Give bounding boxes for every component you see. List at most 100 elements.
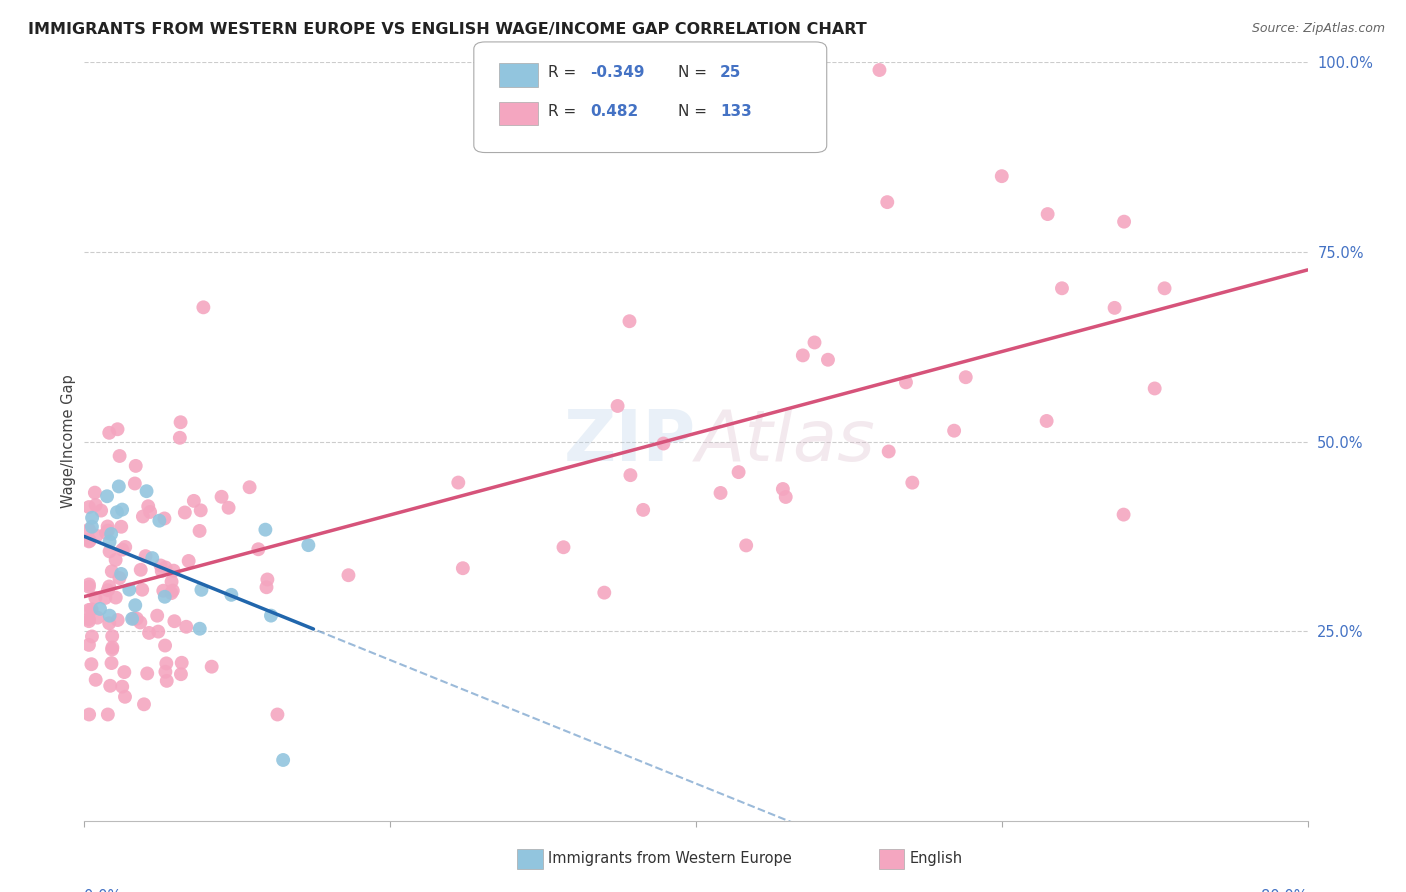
Point xyxy=(107,422,129,436)
Point xyxy=(104,553,127,567)
Point xyxy=(77,603,100,617)
Point xyxy=(266,707,288,722)
Point xyxy=(124,599,146,613)
Text: -0.349: -0.349 xyxy=(591,65,645,80)
Point xyxy=(652,436,675,450)
Point xyxy=(136,666,159,681)
Point xyxy=(101,642,124,657)
Point xyxy=(124,476,146,491)
Point xyxy=(98,579,121,593)
Point xyxy=(150,564,173,578)
Point xyxy=(77,500,100,514)
Point xyxy=(297,538,319,552)
Point xyxy=(98,616,121,631)
Point xyxy=(1143,382,1166,396)
Point xyxy=(1035,414,1057,428)
Point xyxy=(735,538,758,552)
Point xyxy=(256,580,278,594)
Point xyxy=(1050,281,1073,295)
Point xyxy=(901,475,924,490)
Point xyxy=(132,698,155,712)
Point xyxy=(111,680,134,694)
Point xyxy=(84,591,107,605)
Point xyxy=(77,533,100,547)
Point xyxy=(162,564,184,578)
Point xyxy=(155,657,177,671)
Point xyxy=(98,425,121,440)
Point xyxy=(606,399,628,413)
Point xyxy=(146,608,169,623)
Point xyxy=(118,582,141,597)
Point xyxy=(877,444,900,458)
Text: English: English xyxy=(910,851,963,865)
Text: Immigrants from Western Europe: Immigrants from Western Europe xyxy=(548,851,792,865)
Text: 133: 133 xyxy=(720,104,752,120)
Point xyxy=(77,638,100,652)
Text: IMMIGRANTS FROM WESTERN EUROPE VS ENGLISH WAGE/INCOME GAP CORRELATION CHART: IMMIGRANTS FROM WESTERN EUROPE VS ENGLIS… xyxy=(28,22,868,37)
Point xyxy=(876,195,898,210)
Point xyxy=(80,602,103,616)
Point xyxy=(110,566,132,581)
Point xyxy=(131,582,153,597)
Point xyxy=(190,582,212,597)
Point xyxy=(148,514,170,528)
Point xyxy=(775,490,797,504)
Point xyxy=(190,503,212,517)
Point xyxy=(1114,214,1136,228)
Point xyxy=(817,352,839,367)
Point xyxy=(114,690,136,704)
Point xyxy=(105,505,128,519)
Point xyxy=(98,544,121,558)
Point xyxy=(260,608,283,623)
Point xyxy=(163,614,186,628)
Point xyxy=(97,583,120,598)
Point xyxy=(709,486,731,500)
Point xyxy=(96,489,118,503)
Point xyxy=(98,534,121,549)
Point xyxy=(256,573,278,587)
Point xyxy=(96,525,118,540)
Point xyxy=(97,519,120,533)
Point xyxy=(94,591,117,605)
Point xyxy=(553,541,575,555)
Point xyxy=(77,612,100,626)
Point xyxy=(894,376,917,390)
Point xyxy=(108,479,131,493)
Point xyxy=(170,667,193,681)
Point xyxy=(129,563,152,577)
Point xyxy=(80,630,103,644)
Point xyxy=(97,707,120,722)
Point xyxy=(121,612,143,626)
Point xyxy=(1036,207,1059,221)
Point xyxy=(201,659,224,673)
Point xyxy=(104,591,127,605)
Point xyxy=(792,348,814,362)
Point xyxy=(77,523,100,537)
Point xyxy=(101,564,124,578)
Point xyxy=(1153,281,1175,295)
Point xyxy=(108,449,131,463)
Point xyxy=(271,753,294,767)
Point xyxy=(160,574,183,589)
Text: 80.0%: 80.0% xyxy=(1261,888,1308,892)
Point xyxy=(337,568,360,582)
Point xyxy=(153,511,176,525)
Point xyxy=(174,620,197,634)
Point xyxy=(148,624,170,639)
Text: R =: R = xyxy=(548,65,582,80)
Point xyxy=(451,561,474,575)
Point xyxy=(619,314,641,328)
Point xyxy=(114,540,136,554)
Point xyxy=(447,475,470,490)
Point xyxy=(138,626,160,640)
Point xyxy=(98,679,121,693)
Point xyxy=(156,673,179,688)
Point xyxy=(125,611,148,625)
Point xyxy=(153,639,176,653)
Point xyxy=(108,571,131,585)
Point xyxy=(1104,301,1126,315)
Point xyxy=(101,629,124,643)
Point xyxy=(169,431,191,445)
Point xyxy=(991,169,1014,184)
Point xyxy=(77,580,100,594)
